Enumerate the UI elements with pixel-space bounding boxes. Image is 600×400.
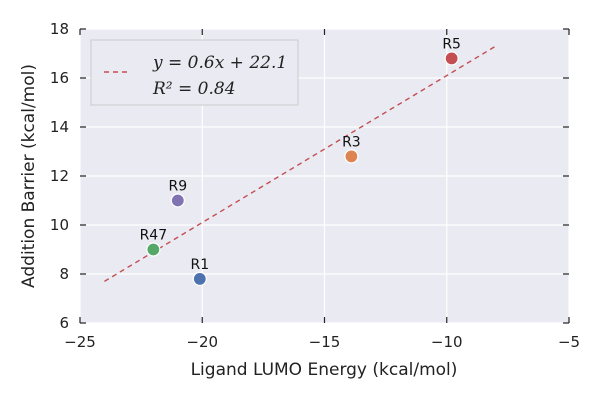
point-label-r9: R9	[168, 179, 187, 195]
fit-line	[104, 45, 497, 282]
y-tick-label: 18	[50, 20, 69, 38]
y-tick-label: 10	[50, 216, 69, 234]
data-point-r5	[444, 51, 459, 66]
y-axis-title: Addition Barrier (kcal/mol)	[19, 64, 39, 288]
x-tick-label: −20	[186, 333, 218, 351]
point-label-r5: R5	[442, 36, 461, 52]
data-point-r47	[146, 242, 161, 257]
x-tick-label: −25	[64, 333, 96, 351]
y-tick-label: 12	[50, 167, 69, 185]
data-point-r3	[344, 149, 359, 164]
y-tick-label: 8	[59, 265, 69, 283]
y-tick-label: 6	[59, 314, 69, 332]
x-tick-label: −15	[309, 333, 341, 351]
legend-equation: y = 0.6x + 22.1	[152, 53, 287, 73]
data-point-r1	[192, 271, 207, 286]
x-tick-label: −10	[431, 333, 463, 351]
point-label-r47: R47	[140, 228, 168, 244]
x-tick-label: −5	[558, 333, 580, 351]
point-label-r3: R3	[342, 134, 361, 150]
data-points: R1 R47 R9 R3 R5	[140, 36, 461, 286]
data-point-r9	[170, 193, 185, 208]
axis-ticks: −25 −20 −15 −10 −5 6 8 10 12 14 16 18	[50, 20, 580, 351]
y-tick-label: 16	[50, 69, 69, 87]
legend-r-squared: R² = 0.84	[152, 79, 236, 99]
fit-line-layer	[104, 45, 497, 282]
point-label-r1: R1	[190, 257, 209, 273]
grid-lines	[79, 28, 570, 324]
x-axis-title: Ligand LUMO Energy (kcal/mol)	[191, 360, 458, 380]
legend: y = 0.6x + 22.1 R² = 0.84	[90, 39, 299, 106]
y-tick-label: 14	[50, 118, 69, 136]
